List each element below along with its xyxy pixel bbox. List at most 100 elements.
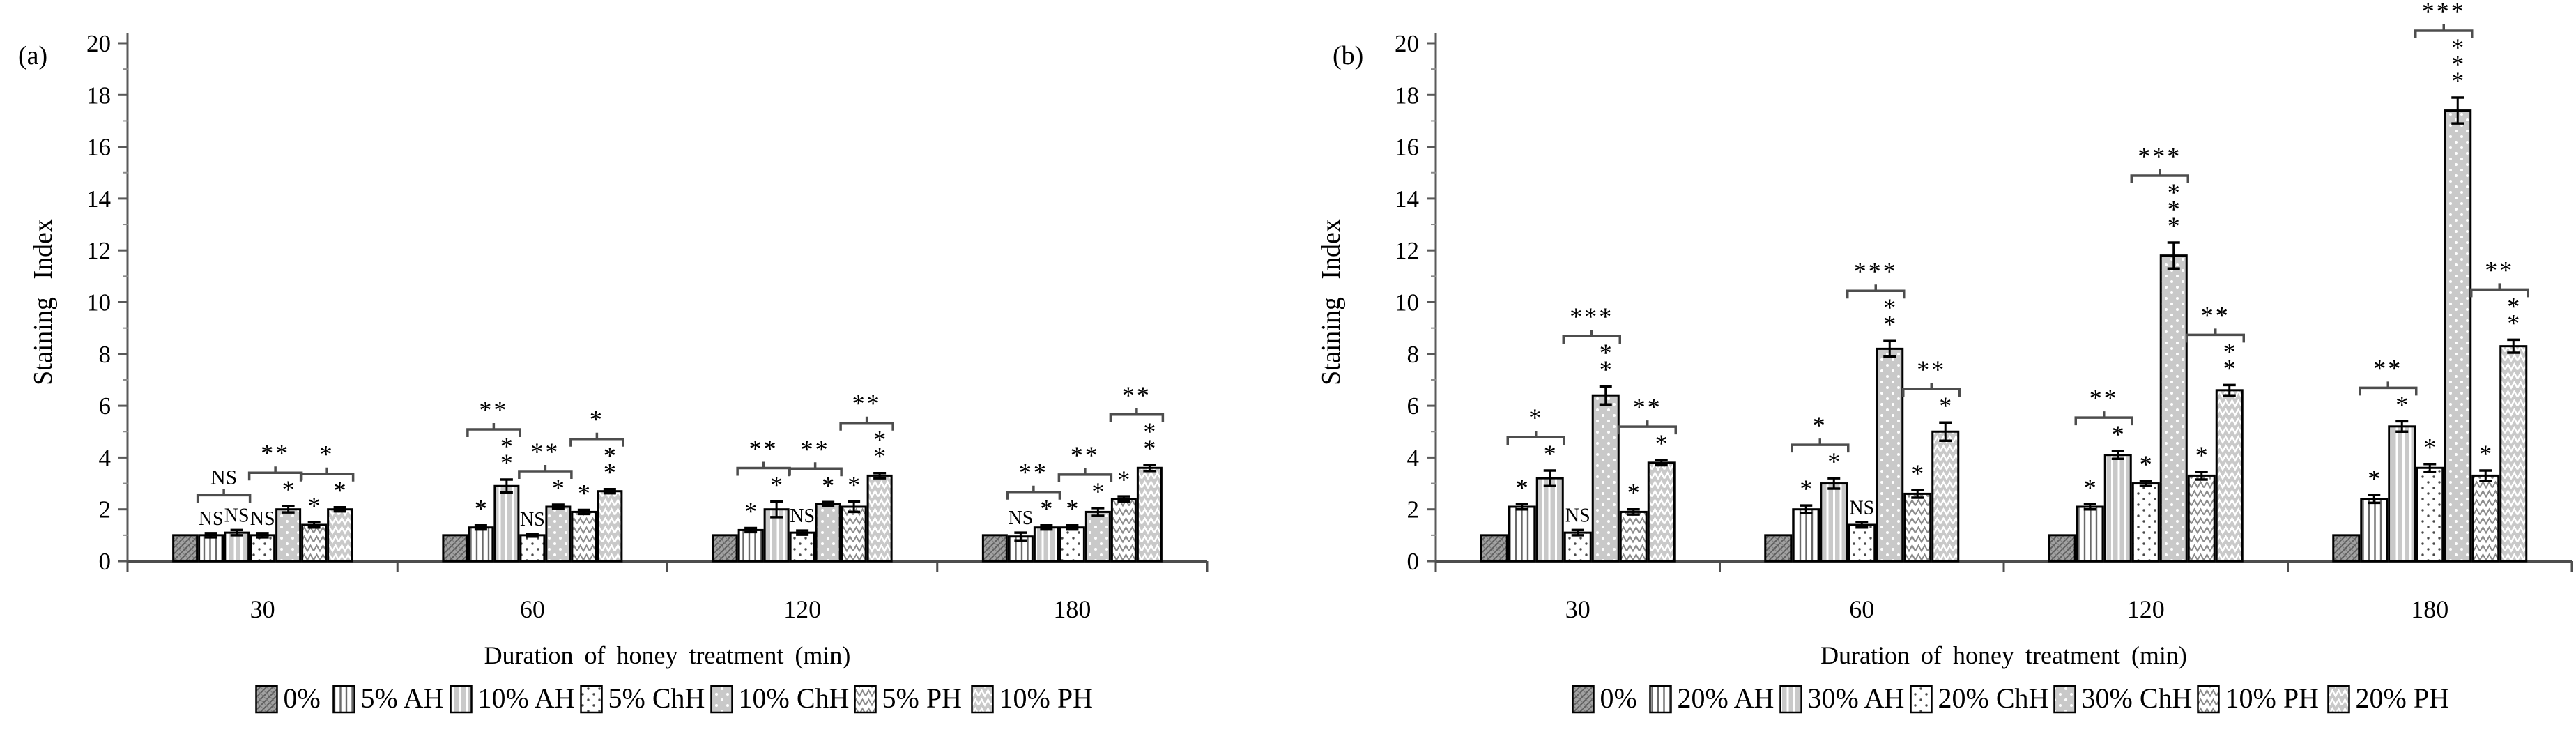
sig-stars: * bbox=[1040, 495, 1052, 523]
legend-item: 30% ChH bbox=[2053, 682, 2192, 714]
bar-10-chh bbox=[1084, 510, 1111, 563]
sig-stars: * bbox=[1911, 459, 1924, 487]
bar-5-ah bbox=[737, 528, 764, 563]
error-bar bbox=[744, 526, 758, 534]
error-bar bbox=[2223, 383, 2236, 397]
pair-bracket bbox=[299, 467, 355, 482]
sig-stars: * bbox=[1627, 479, 1640, 507]
sig-stars: ** bbox=[1143, 418, 1156, 462]
bracket-label: * bbox=[320, 441, 335, 468]
bar-5-ph bbox=[571, 510, 597, 563]
error-bar bbox=[1515, 503, 1528, 511]
pair-bracket bbox=[569, 432, 624, 447]
bracket-label: ** bbox=[2373, 354, 2402, 382]
bar-20-ah bbox=[1508, 505, 1536, 563]
sig-label-ns: NS bbox=[250, 508, 275, 530]
pair-bracket bbox=[196, 489, 252, 503]
y-tick-label: 18 bbox=[86, 82, 111, 109]
error-bar bbox=[1143, 464, 1156, 473]
bracket-label: ** bbox=[1019, 459, 1048, 487]
bar-chart-b: (b) Staining Index 0 2 4 6 8 10 12 14 16 18 20 30 60 12… bbox=[1317, 0, 2573, 714]
svg-text:*: * bbox=[1143, 434, 1156, 462]
panel-a: (a) Staining Index 0 2 4 6 8 10 12 14 16 18 20 30 60 12… bbox=[0, 0, 1288, 731]
bar-5-ph bbox=[841, 505, 867, 563]
svg-text:*: * bbox=[604, 459, 616, 487]
bar-5-ph bbox=[301, 523, 328, 563]
sig-label-ns: NS bbox=[520, 509, 545, 530]
error-bar bbox=[1040, 523, 1053, 531]
svg-text:*: * bbox=[2140, 450, 2152, 478]
svg-text:*: * bbox=[1883, 293, 1896, 321]
bar-5-ah bbox=[468, 526, 494, 563]
sig-stars: * bbox=[1939, 392, 1952, 420]
error-bar bbox=[822, 500, 835, 507]
pair-bracket bbox=[2414, 24, 2474, 39]
sig-stars: * bbox=[308, 491, 321, 519]
error-bar bbox=[2167, 241, 2180, 270]
y-tick-label: 12 bbox=[86, 237, 111, 264]
legend-swatch bbox=[332, 685, 355, 714]
y-tick-label: 16 bbox=[86, 134, 111, 161]
sig-stars: * bbox=[2395, 390, 2408, 418]
svg-text:*: * bbox=[744, 497, 757, 525]
pair-bracket bbox=[788, 462, 843, 477]
svg-text:*: * bbox=[1544, 440, 1556, 468]
error-bar bbox=[1627, 507, 1640, 516]
legend-label: 0% bbox=[284, 682, 321, 714]
legend-swatch bbox=[1649, 685, 1672, 714]
error-bar bbox=[2111, 450, 2124, 461]
bracket-label: ** bbox=[1122, 381, 1151, 409]
sig-label-ns: NS bbox=[224, 505, 250, 526]
sig-stars: ** bbox=[2223, 337, 2236, 382]
legend-label: 0% bbox=[1600, 682, 1637, 714]
legend-label: 20% ChH bbox=[1938, 682, 2049, 714]
bar-10-ph bbox=[597, 490, 623, 563]
svg-text:*: * bbox=[2223, 354, 2236, 382]
bracket-label: ** bbox=[1633, 393, 1662, 421]
legend-item: 5% ChH bbox=[580, 682, 705, 714]
svg-text:*: * bbox=[1627, 479, 1640, 507]
legend-swatch bbox=[1572, 685, 1595, 714]
bar-10-chh bbox=[815, 503, 841, 563]
bracket-label: * bbox=[1528, 404, 1543, 431]
bar-5-ah bbox=[198, 534, 224, 563]
bar-5-ph bbox=[1110, 498, 1137, 563]
svg-text:*: * bbox=[1827, 448, 1840, 475]
sig-label-ns: NS bbox=[199, 508, 224, 530]
legend-swatch bbox=[710, 685, 733, 714]
bar-0 bbox=[2332, 534, 2361, 563]
sig-stars: * bbox=[334, 477, 346, 505]
legend: 0% 5% AH 10% AH 5% ChH 10% ChH 5% PH 10% PH bbox=[255, 682, 1093, 714]
svg-text:*: * bbox=[2195, 441, 2208, 469]
y-tick-label: 6 bbox=[99, 392, 112, 420]
svg-text:*: * bbox=[1600, 339, 1612, 367]
error-bar bbox=[500, 478, 513, 494]
sig-stars: * bbox=[1091, 477, 1104, 505]
panel-label: (a) bbox=[18, 41, 47, 70]
legend-label: 5% PH bbox=[882, 682, 962, 714]
bracket-label: ** bbox=[2201, 301, 2230, 329]
bar-20-chh bbox=[1848, 523, 1876, 563]
svg-text:*: * bbox=[2423, 434, 2436, 461]
pair-bracket bbox=[466, 422, 521, 437]
sig-stars: ** bbox=[604, 442, 616, 487]
error-bar bbox=[1855, 521, 1869, 529]
sig-stars: * bbox=[552, 474, 565, 502]
pair-bracket bbox=[518, 465, 573, 480]
y-tick-label: 20 bbox=[86, 30, 111, 57]
bracket-label: ** bbox=[2090, 384, 2119, 412]
error-bar bbox=[2368, 494, 2381, 505]
y-tick-label: 4 bbox=[99, 444, 112, 471]
bar-30-chh bbox=[1591, 394, 1620, 563]
bar-30-ah bbox=[2388, 425, 2416, 563]
bar-20-ah bbox=[2360, 498, 2389, 563]
y-tick-label: 4 bbox=[1407, 444, 1420, 471]
bar-5-chh bbox=[789, 531, 815, 563]
y-tick-label: 14 bbox=[1395, 185, 1419, 213]
bracket-label: *** bbox=[1570, 303, 1613, 330]
error-bar bbox=[2479, 469, 2492, 482]
pair-bracket bbox=[2470, 283, 2529, 298]
sig-stars: *** bbox=[2168, 178, 2180, 240]
bracket-label: * bbox=[590, 406, 604, 434]
error-bar bbox=[1117, 495, 1130, 503]
